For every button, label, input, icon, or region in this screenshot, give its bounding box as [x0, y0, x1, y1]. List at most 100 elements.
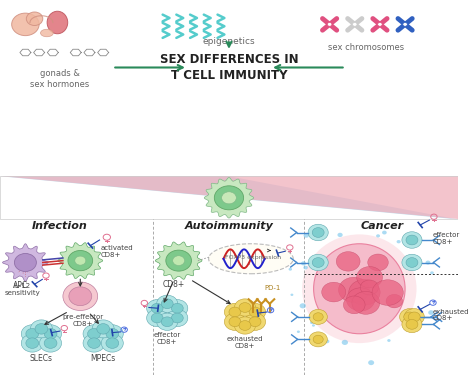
Circle shape: [328, 22, 332, 26]
Circle shape: [430, 272, 434, 274]
Circle shape: [12, 13, 39, 36]
Circle shape: [291, 294, 293, 296]
Text: CD8+: CD8+: [163, 280, 185, 289]
Polygon shape: [0, 176, 458, 219]
Circle shape: [406, 235, 418, 245]
Circle shape: [402, 316, 422, 333]
Circle shape: [303, 266, 308, 269]
Circle shape: [426, 261, 430, 265]
Text: Cancer: Cancer: [361, 221, 404, 231]
Circle shape: [356, 267, 383, 288]
Text: exhausted
CD8+: exhausted CD8+: [433, 309, 469, 321]
Text: activated
CD8+: activated CD8+: [101, 245, 134, 258]
Circle shape: [146, 300, 168, 317]
Circle shape: [336, 252, 360, 271]
Circle shape: [349, 279, 380, 305]
Circle shape: [239, 303, 251, 312]
Circle shape: [249, 317, 261, 327]
Circle shape: [101, 325, 123, 343]
Circle shape: [386, 294, 402, 308]
Circle shape: [27, 12, 43, 26]
Circle shape: [161, 317, 173, 327]
Circle shape: [387, 339, 391, 342]
Circle shape: [21, 334, 43, 352]
Circle shape: [376, 234, 380, 237]
Circle shape: [40, 325, 62, 343]
Circle shape: [352, 291, 380, 314]
Circle shape: [75, 256, 86, 265]
Circle shape: [313, 313, 323, 321]
Circle shape: [404, 312, 416, 322]
Circle shape: [235, 299, 255, 316]
Text: PD-1: PD-1: [264, 285, 281, 291]
Circle shape: [167, 309, 188, 327]
Circle shape: [245, 303, 265, 321]
Ellipse shape: [40, 29, 53, 37]
Text: APC: APC: [13, 280, 28, 290]
Polygon shape: [155, 242, 202, 279]
Ellipse shape: [209, 244, 293, 274]
Circle shape: [88, 338, 100, 348]
Circle shape: [63, 282, 98, 310]
Circle shape: [44, 338, 57, 348]
Circle shape: [408, 312, 420, 322]
Circle shape: [239, 321, 251, 330]
Circle shape: [245, 313, 265, 330]
Circle shape: [68, 251, 92, 271]
Circle shape: [382, 231, 387, 234]
Circle shape: [346, 288, 375, 311]
Text: MPECs: MPECs: [91, 354, 116, 363]
Text: epigenetics: epigenetics: [203, 38, 255, 46]
Circle shape: [308, 224, 328, 241]
Circle shape: [338, 277, 369, 303]
Polygon shape: [204, 178, 254, 218]
Polygon shape: [2, 244, 48, 281]
Circle shape: [303, 233, 309, 238]
Circle shape: [428, 310, 434, 315]
Circle shape: [35, 324, 48, 334]
Text: effector
CD8+: effector CD8+: [433, 232, 460, 244]
Circle shape: [406, 320, 418, 329]
Circle shape: [310, 321, 313, 324]
Circle shape: [312, 324, 315, 327]
Circle shape: [151, 313, 163, 323]
Circle shape: [222, 192, 237, 204]
Circle shape: [397, 240, 401, 243]
Circle shape: [224, 313, 246, 330]
Circle shape: [146, 309, 168, 327]
Circle shape: [157, 295, 178, 312]
Text: effector
CD8+: effector CD8+: [154, 332, 181, 345]
Ellipse shape: [314, 244, 405, 334]
Circle shape: [229, 317, 241, 327]
Bar: [0, 176, 458, 219]
Circle shape: [173, 256, 184, 266]
Circle shape: [312, 228, 324, 237]
Circle shape: [44, 328, 57, 339]
Circle shape: [26, 338, 39, 348]
Circle shape: [224, 303, 246, 321]
Circle shape: [309, 309, 328, 324]
Text: gonads &
sex hormones: gonads & sex hormones: [30, 69, 89, 89]
Circle shape: [322, 282, 346, 302]
Circle shape: [171, 303, 183, 313]
Circle shape: [402, 232, 422, 248]
Circle shape: [360, 280, 379, 295]
Circle shape: [229, 307, 241, 317]
Circle shape: [368, 360, 374, 365]
Circle shape: [171, 313, 183, 323]
Circle shape: [308, 254, 328, 271]
Circle shape: [26, 328, 39, 339]
Circle shape: [342, 340, 348, 345]
Circle shape: [368, 254, 388, 271]
Circle shape: [106, 328, 118, 339]
Circle shape: [83, 334, 105, 352]
Circle shape: [297, 330, 300, 333]
Circle shape: [214, 186, 244, 210]
Circle shape: [403, 22, 407, 26]
Circle shape: [404, 309, 424, 325]
Circle shape: [106, 338, 118, 348]
Circle shape: [406, 258, 418, 267]
Circle shape: [167, 300, 188, 317]
Polygon shape: [0, 176, 458, 219]
Text: Infection: Infection: [32, 221, 88, 231]
